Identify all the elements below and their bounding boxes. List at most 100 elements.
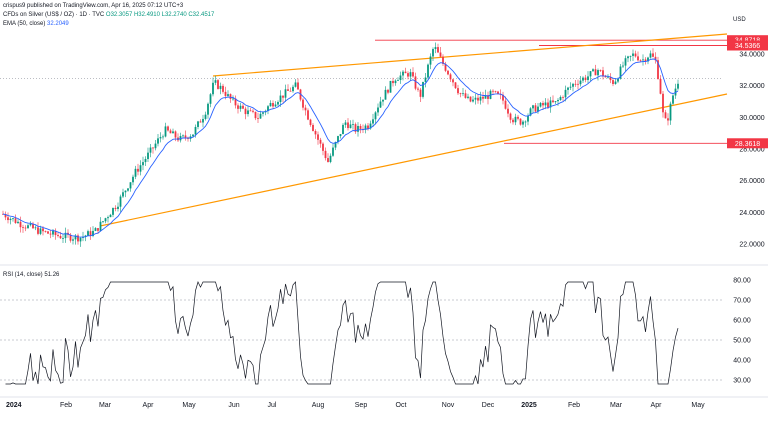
- candle-body: [667, 118, 669, 121]
- candle-body: [364, 125, 367, 130]
- candle-body: [522, 121, 524, 125]
- lower-trendline: [99, 93, 728, 227]
- candle-body: [562, 96, 564, 98]
- candle-body: [399, 75, 402, 81]
- candle-body: [444, 63, 447, 71]
- candle-body: [7, 217, 9, 221]
- candle-body: [134, 168, 137, 177]
- candle-body: [437, 47, 439, 53]
- candle-body: [174, 131, 177, 138]
- candle-body: [592, 69, 594, 72]
- candle-body: [332, 147, 334, 156]
- candle-body: [472, 99, 474, 102]
- candle-body: [359, 125, 362, 129]
- candle-body: [279, 95, 282, 103]
- candle-body: [84, 235, 87, 237]
- candle-body: [12, 218, 14, 220]
- price-level-badge-label: 28.3618: [735, 141, 760, 148]
- candle-body: [242, 105, 244, 109]
- candle-body: [429, 56, 432, 65]
- candle-body: [517, 116, 519, 119]
- candle-body: [142, 162, 144, 166]
- candle-body: [64, 232, 67, 239]
- candle-body: [54, 230, 57, 236]
- candle-body: [204, 114, 207, 119]
- rsi-legend[interactable]: RSI (14, close) 51.26: [3, 271, 59, 279]
- candle-body: [352, 124, 354, 125]
- candle-body: [469, 96, 472, 102]
- candle-body: [347, 122, 349, 129]
- ema-legend[interactable]: EMA (50, close) 32.2049: [3, 20, 69, 28]
- candle-body: [537, 106, 539, 112]
- candle-body: [637, 56, 639, 61]
- time-axis-label: 2024: [6, 402, 22, 409]
- candle-body: [164, 126, 167, 137]
- candle-body: [24, 227, 27, 229]
- candle-body: [357, 125, 359, 132]
- candle-body: [384, 89, 387, 100]
- time-axis-label: Jul: [268, 402, 277, 409]
- candle-body: [219, 85, 222, 89]
- candle-body: [292, 86, 294, 92]
- candle-body: [492, 90, 494, 92]
- candle-body: [39, 228, 42, 234]
- candle-body: [9, 218, 12, 221]
- price-tick-label: 34.0000: [739, 52, 764, 59]
- candle-body: [594, 69, 597, 76]
- candle-body: [422, 81, 424, 97]
- time-axis-label: Dec: [482, 402, 495, 409]
- candle-body: [129, 182, 132, 189]
- candle-body: [599, 70, 602, 71]
- candle-body: [29, 223, 32, 226]
- currency-label: USD: [733, 17, 746, 23]
- candle-body: [62, 238, 64, 239]
- candle-body: [532, 105, 534, 109]
- candle-body: [377, 107, 379, 113]
- rsi-tick-label: 80.00: [733, 278, 751, 285]
- candle-body: [329, 155, 332, 162]
- candle-body: [272, 103, 274, 107]
- time-axis-label: May: [182, 402, 196, 409]
- time-axis-label: Nov: [442, 402, 455, 409]
- candle-body: [652, 53, 654, 57]
- candle-body: [534, 105, 537, 112]
- candle-body: [37, 227, 39, 234]
- candle-body: [507, 108, 509, 114]
- candle-body: [559, 96, 562, 100]
- candle-body: [564, 89, 567, 98]
- candle-body: [214, 80, 217, 83]
- ema-label: EMA (50, close): [3, 21, 46, 27]
- price-level-badge: [727, 35, 768, 46]
- ema-value: 32.2049: [47, 21, 69, 27]
- candle-body: [244, 108, 247, 115]
- candle-body: [409, 72, 412, 77]
- candle-body: [597, 70, 599, 76]
- candle-body: [57, 235, 59, 236]
- candle-body: [367, 125, 369, 129]
- candle-body: [229, 94, 232, 99]
- candle-body: [479, 96, 482, 101]
- candle-body: [664, 112, 667, 119]
- candle-body: [284, 89, 287, 98]
- candle-body: [104, 218, 107, 222]
- candle-body: [234, 98, 237, 106]
- candle-body: [257, 118, 259, 119]
- candle-body: [169, 130, 172, 134]
- candle-body: [212, 82, 214, 95]
- time-axis-label: Mar: [610, 402, 623, 409]
- candle-body: [387, 89, 389, 93]
- candle-body: [607, 76, 609, 78]
- candle-body: [119, 196, 122, 207]
- candle-body: [379, 101, 382, 108]
- instrument-name[interactable]: CFDs on Silver (US$ / OZ) · 1D · TVC: [3, 12, 105, 18]
- candle-body: [324, 150, 327, 159]
- candle-body: [207, 103, 209, 115]
- candle-body: [239, 105, 242, 109]
- candle-body: [424, 77, 427, 82]
- candle-body: [657, 60, 659, 79]
- candle-body: [662, 93, 664, 113]
- candle-body: [462, 93, 464, 95]
- candle-body: [192, 134, 194, 137]
- candle-body: [464, 93, 467, 98]
